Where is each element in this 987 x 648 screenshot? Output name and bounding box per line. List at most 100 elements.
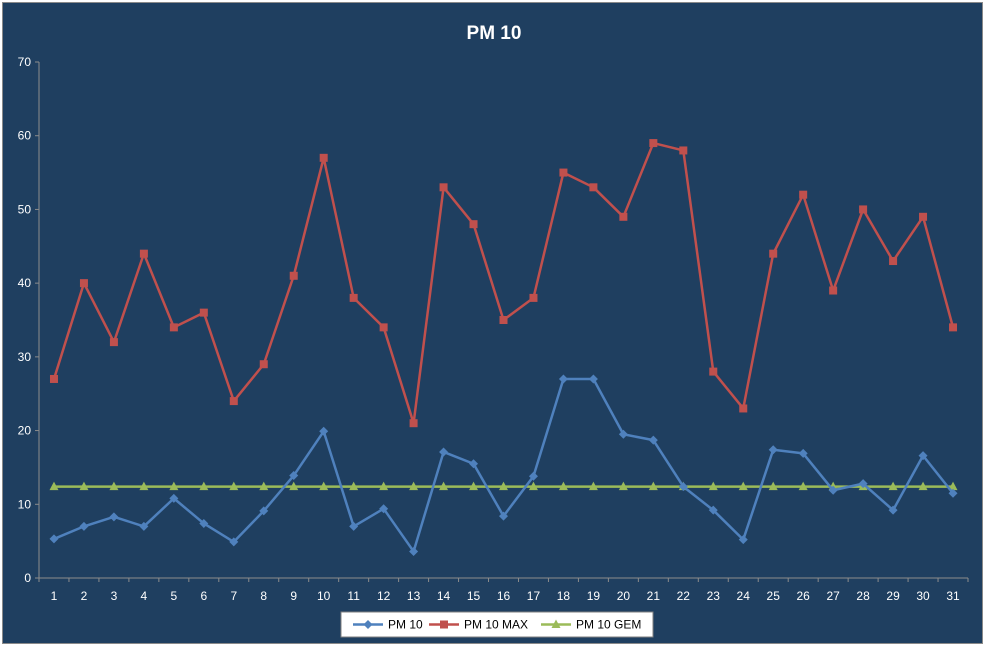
data-point-pm-10: [439, 447, 449, 457]
data-point-pm-10: [319, 426, 329, 436]
data-point-pm-10: [768, 445, 778, 455]
x-tick-label: 20: [617, 589, 631, 603]
data-point-pm-10-gem: [139, 481, 149, 491]
data-point-pm-10: [499, 511, 508, 521]
data-point-pm-10-gem: [349, 481, 359, 491]
data-point-pm-10-gem: [319, 481, 329, 491]
x-tick-label: 27: [826, 589, 840, 603]
data-point-pm-10-max: [889, 257, 898, 266]
data-point-pm-10-max: [799, 190, 808, 199]
x-tick-label: 4: [141, 589, 148, 603]
data-point-pm-10-max: [49, 374, 58, 383]
x-tick-label: 13: [407, 589, 421, 603]
y-tick-label: 20: [18, 424, 32, 438]
x-tick-label: 17: [527, 589, 541, 603]
x-tick-label: 18: [557, 589, 571, 603]
series-pm-10-max: [49, 139, 958, 428]
legend-marker: [363, 620, 373, 629]
data-point-pm-10-gem: [229, 481, 239, 491]
data-point-pm-10-max: [949, 323, 958, 332]
y-tick-label: 70: [18, 55, 32, 69]
x-tick-label: 15: [467, 589, 481, 603]
data-point-pm-10-gem: [888, 481, 898, 491]
data-point-pm-10: [79, 521, 89, 531]
x-tick-label: 10: [317, 589, 331, 603]
legend: PM 10 PM 10 MAX PM 10 GEM: [340, 611, 654, 638]
x-tick-label: 28: [856, 589, 870, 603]
data-point-pm-10-max: [109, 338, 118, 347]
legend-label: PM 10 GEM: [576, 618, 641, 632]
data-point-pm-10-gem: [439, 481, 449, 491]
data-point-pm-10-max: [139, 249, 148, 258]
x-tick-label: 24: [737, 589, 751, 603]
x-tick-label: 23: [707, 589, 721, 603]
data-point-pm-10: [678, 482, 688, 492]
x-tick-label: 12: [377, 589, 391, 603]
data-point-pm-10: [469, 459, 479, 469]
legend-item-pm-10-max: PM 10 MAX: [429, 618, 528, 632]
data-point-pm-10: [828, 485, 838, 495]
series-line-pm-10: [53, 377, 954, 553]
x-tick-label: 14: [437, 589, 451, 603]
data-point-pm-10-gem: [109, 481, 119, 491]
data-point-pm-10: [618, 429, 628, 439]
data-point-pm-10: [558, 374, 568, 384]
data-point-pm-10: [199, 518, 209, 528]
data-point-pm-10: [888, 505, 898, 515]
data-point-pm-10-gem: [618, 481, 628, 491]
y-tick-label: 50: [18, 202, 32, 216]
x-tick-label: 8: [260, 589, 267, 603]
data-point-pm-10: [798, 448, 808, 458]
legend-marker: [551, 619, 561, 628]
data-point-pm-10-max: [289, 271, 298, 280]
legend-item-pm-10: PM 10: [353, 618, 423, 632]
legend-box: [340, 611, 654, 638]
x-tick-label: 11: [347, 589, 360, 603]
data-point-pm-10: [918, 451, 928, 461]
data-point-pm-10-max: [589, 183, 598, 192]
data-point-pm-10: [349, 521, 359, 531]
data-point-pm-10: [528, 471, 538, 481]
data-point-pm-10-gem: [768, 481, 778, 491]
data-point-pm-10: [139, 521, 149, 531]
legend-label: PM 10 MAX: [464, 618, 528, 632]
data-point-pm-10-max: [259, 360, 268, 369]
y-tick-label: 0: [24, 571, 31, 585]
data-point-pm-10: [379, 504, 389, 514]
data-point-pm-10-gem: [409, 481, 419, 491]
data-point-pm-10-max: [529, 293, 538, 302]
data-point-pm-10: [169, 493, 179, 503]
data-point-pm-10-gem: [588, 481, 598, 491]
data-point-pm-10-max: [559, 168, 568, 177]
data-point-pm-10-max: [499, 316, 508, 324]
data-point-pm-10-gem: [379, 481, 389, 491]
data-point-pm-10: [858, 479, 868, 489]
series-pm-10-gem: [49, 481, 958, 491]
data-point-pm-10: [948, 488, 958, 498]
legend-label: PM 10: [388, 618, 423, 632]
x-tick-label: 19: [587, 589, 601, 603]
data-point-pm-10-max: [439, 183, 448, 192]
data-point-pm-10-max: [679, 146, 688, 155]
data-point-pm-10: [109, 512, 119, 522]
chart-title: PM 10: [467, 23, 522, 44]
data-point-pm-10-gem: [528, 481, 538, 491]
data-point-pm-10-gem: [948, 481, 958, 491]
data-point-pm-10-max: [649, 139, 658, 148]
x-tick-label: 3: [111, 589, 118, 603]
data-point-pm-10-max: [709, 367, 718, 376]
y-tick-label: 30: [18, 350, 32, 364]
data-point-pm-10: [738, 535, 748, 545]
x-tick-label: 21: [647, 589, 661, 603]
data-point-pm-10-max: [469, 220, 478, 229]
x-tick-label: 5: [171, 589, 178, 603]
data-point-pm-10-max: [769, 249, 778, 258]
x-tick-label: 25: [767, 589, 781, 603]
data-point-pm-10: [259, 506, 269, 516]
data-point-pm-10: [648, 435, 658, 445]
data-point-pm-10-max: [319, 153, 328, 162]
data-point-pm-10: [229, 537, 239, 547]
x-tick-label: 9: [290, 589, 297, 603]
